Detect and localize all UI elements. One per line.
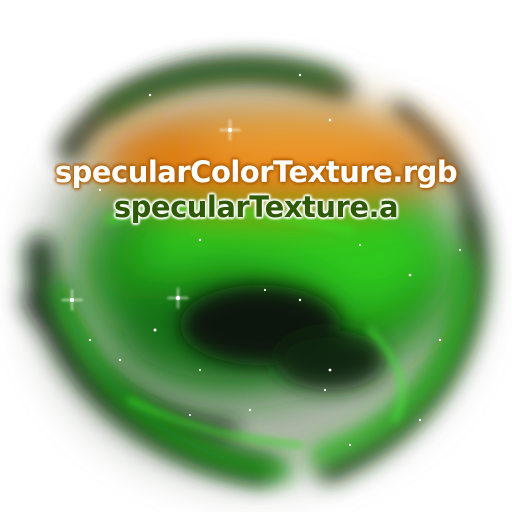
star-sparkles bbox=[61, 119, 241, 311]
specular-texture-alpha-label: specularTexture.a bbox=[113, 190, 399, 224]
specular-color-texture-label: specularColorTexture.rgb bbox=[54, 155, 458, 189]
green-streaks bbox=[106, 205, 405, 448]
orange-band bbox=[95, 110, 445, 210]
spiral-arms-green bbox=[49, 62, 472, 481]
dark-core bbox=[180, 285, 385, 390]
